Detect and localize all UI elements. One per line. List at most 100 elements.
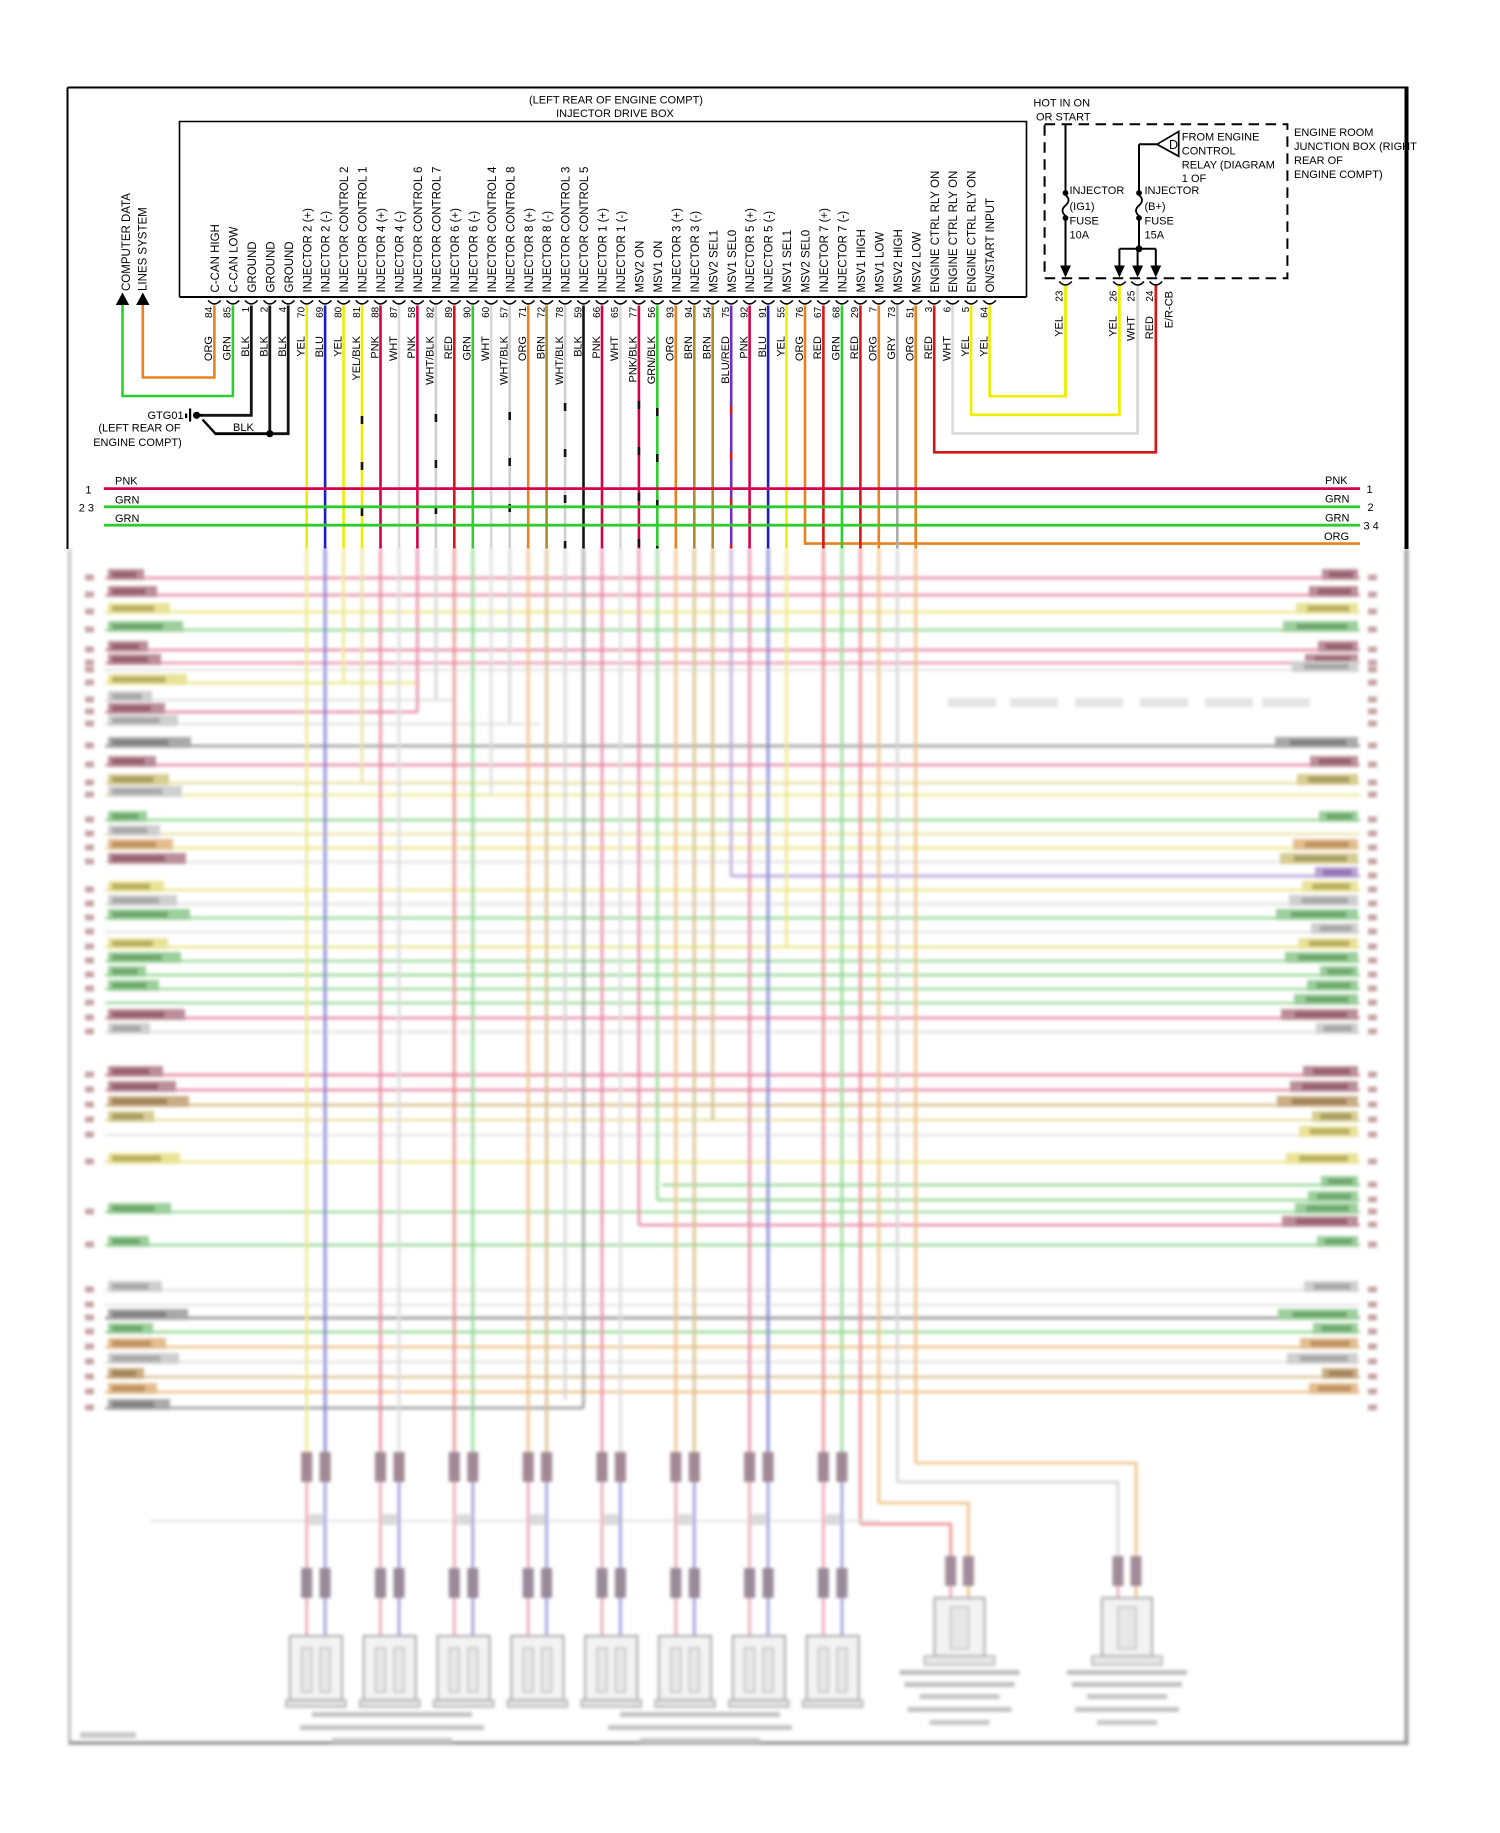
svg-text:1 OF: 1 OF xyxy=(1182,173,1207,185)
svg-text:ENGINE CTRL RLY ON: ENGINE CTRL RLY ON xyxy=(948,171,960,293)
svg-text:71: 71 xyxy=(518,306,529,318)
svg-text:INJECTOR 2 (-): INJECTOR 2 (-) xyxy=(321,211,333,293)
svg-text:55: 55 xyxy=(776,306,787,318)
svg-text:3: 3 xyxy=(924,306,935,312)
svg-text:BLK: BLK xyxy=(259,335,271,356)
svg-text:1: 1 xyxy=(85,484,91,496)
svg-text:PNK: PNK xyxy=(591,335,603,358)
svg-text:YEL: YEL xyxy=(775,336,787,357)
svg-text:INJECTOR CONTROL 2: INJECTOR CONTROL 2 xyxy=(339,167,351,293)
svg-text:ENGINE COMPT): ENGINE COMPT) xyxy=(1294,169,1383,181)
svg-text:RED: RED xyxy=(443,336,455,359)
svg-text:MSV2 ON: MSV2 ON xyxy=(635,241,647,293)
svg-text:YEL: YEL xyxy=(1107,316,1119,337)
svg-text:70: 70 xyxy=(297,306,308,318)
svg-text:65: 65 xyxy=(610,306,621,318)
svg-text:PNK/BLK: PNK/BLK xyxy=(628,335,640,382)
svg-text:23: 23 xyxy=(1055,290,1066,302)
svg-text:7: 7 xyxy=(869,306,880,312)
svg-text:FROM ENGINE: FROM ENGINE xyxy=(1182,132,1260,144)
svg-text:GROUND: GROUND xyxy=(247,241,259,292)
svg-text:ON/START INPUT: ON/START INPUT xyxy=(985,198,997,293)
svg-text:ORG: ORG xyxy=(868,336,880,361)
svg-text:ORG: ORG xyxy=(517,336,529,361)
svg-text:(LEFT REAR OF: (LEFT REAR OF xyxy=(98,423,181,435)
svg-text:INJECTOR: INJECTOR xyxy=(1145,185,1200,197)
svg-text:PNK: PNK xyxy=(1325,475,1348,487)
svg-text:INJECTOR 3 (-): INJECTOR 3 (-) xyxy=(690,211,702,293)
svg-text:68: 68 xyxy=(832,306,843,318)
svg-text:(B+): (B+) xyxy=(1145,201,1166,213)
svg-text:INJECTOR 2 (+): INJECTOR 2 (+) xyxy=(302,208,314,293)
svg-text:89: 89 xyxy=(444,306,455,318)
svg-text:RELAY (DIAGRAM: RELAY (DIAGRAM xyxy=(1182,159,1275,171)
svg-text:OR START: OR START xyxy=(1036,112,1091,124)
svg-text:WHT/BLK: WHT/BLK xyxy=(499,335,511,385)
svg-text:GRY: GRY xyxy=(886,335,898,359)
svg-text:85: 85 xyxy=(223,306,234,318)
svg-text:66: 66 xyxy=(592,306,603,318)
svg-text:FUSE: FUSE xyxy=(1070,216,1099,228)
svg-text:INJECTOR: INJECTOR xyxy=(1070,185,1125,197)
svg-text:1: 1 xyxy=(1367,484,1373,496)
svg-text:80: 80 xyxy=(333,306,344,318)
svg-text:15A: 15A xyxy=(1145,230,1165,242)
svg-text:BRN: BRN xyxy=(683,336,695,359)
svg-text:29: 29 xyxy=(850,306,861,318)
svg-text:67: 67 xyxy=(813,306,824,318)
svg-text:GRN: GRN xyxy=(222,336,234,361)
svg-text:INJECTOR 6 (-): INJECTOR 6 (-) xyxy=(468,211,480,293)
svg-text:GRN: GRN xyxy=(831,336,843,361)
svg-text:COMPUTER DATA: COMPUTER DATA xyxy=(121,193,133,291)
svg-text:81: 81 xyxy=(352,306,363,318)
svg-text:93: 93 xyxy=(666,306,677,318)
svg-text:CONTROL: CONTROL xyxy=(1182,145,1236,157)
svg-text:PNK: PNK xyxy=(369,335,381,358)
svg-text:C-CAN LOW: C-CAN LOW xyxy=(229,227,241,293)
svg-text:59: 59 xyxy=(573,306,584,318)
svg-text:INJECTOR DRIVE BOX: INJECTOR DRIVE BOX xyxy=(556,108,674,120)
svg-text:94: 94 xyxy=(684,306,695,318)
svg-text:GTG01: GTG01 xyxy=(148,410,184,422)
svg-text:INJECTOR 7 (-): INJECTOR 7 (-) xyxy=(838,211,850,293)
svg-text:ORG: ORG xyxy=(665,336,677,361)
svg-text:73: 73 xyxy=(887,306,898,318)
svg-text:INJECTOR 5 (-): INJECTOR 5 (-) xyxy=(764,211,776,293)
svg-text:2 3: 2 3 xyxy=(79,503,94,515)
svg-text:RED: RED xyxy=(812,336,824,359)
svg-text:WHT/BLK: WHT/BLK xyxy=(554,335,566,385)
svg-text:WHT/BLK: WHT/BLK xyxy=(425,335,437,385)
svg-text:92: 92 xyxy=(739,306,750,318)
svg-text:YEL/BLK: YEL/BLK xyxy=(351,335,363,380)
svg-text:HOT IN ON: HOT IN ON xyxy=(1033,98,1090,110)
svg-text:LINES SYSTEM: LINES SYSTEM xyxy=(138,207,150,291)
svg-text:GRN: GRN xyxy=(115,513,140,525)
svg-text:INJECTOR 1 (+): INJECTOR 1 (+) xyxy=(598,208,610,293)
svg-text:MSV2 SEL0: MSV2 SEL0 xyxy=(801,230,813,293)
svg-text:MSV1 HIGH: MSV1 HIGH xyxy=(856,229,868,292)
svg-text:INJECTOR 1 (-): INJECTOR 1 (-) xyxy=(616,211,628,293)
svg-text:91: 91 xyxy=(758,306,769,318)
svg-text:BLU: BLU xyxy=(757,336,769,357)
svg-text:YEL: YEL xyxy=(960,336,972,357)
svg-text:RED: RED xyxy=(849,336,861,359)
svg-text:57: 57 xyxy=(500,306,511,318)
svg-text:ENGINE CTRL RLY ON: ENGINE CTRL RLY ON xyxy=(967,171,979,293)
svg-text:MSV1 SEL0: MSV1 SEL0 xyxy=(727,230,739,293)
svg-text:INJECTOR CONTROL 7: INJECTOR CONTROL 7 xyxy=(432,167,444,293)
svg-text:ORG: ORG xyxy=(1324,531,1349,543)
svg-text:INJECTOR CONTROL 6: INJECTOR CONTROL 6 xyxy=(413,167,425,293)
svg-text:75: 75 xyxy=(721,306,732,318)
svg-text:PNK: PNK xyxy=(406,335,418,358)
svg-text:WHT: WHT xyxy=(480,336,492,361)
svg-text:INJECTOR 4 (+): INJECTOR 4 (+) xyxy=(376,208,388,293)
svg-text:INJECTOR CONTROL 4: INJECTOR CONTROL 4 xyxy=(487,166,499,292)
svg-text:RED: RED xyxy=(923,336,935,359)
svg-text:WHT: WHT xyxy=(941,336,953,361)
svg-text:INJECTOR 5 (+): INJECTOR 5 (+) xyxy=(745,208,757,293)
svg-text:ENGINE CTRL RLY ON: ENGINE CTRL RLY ON xyxy=(930,171,942,293)
svg-text:26: 26 xyxy=(1108,290,1119,302)
svg-text:INJECTOR 3 (+): INJECTOR 3 (+) xyxy=(671,208,683,293)
svg-text:24: 24 xyxy=(1145,290,1156,302)
svg-text:BRN: BRN xyxy=(535,336,547,359)
